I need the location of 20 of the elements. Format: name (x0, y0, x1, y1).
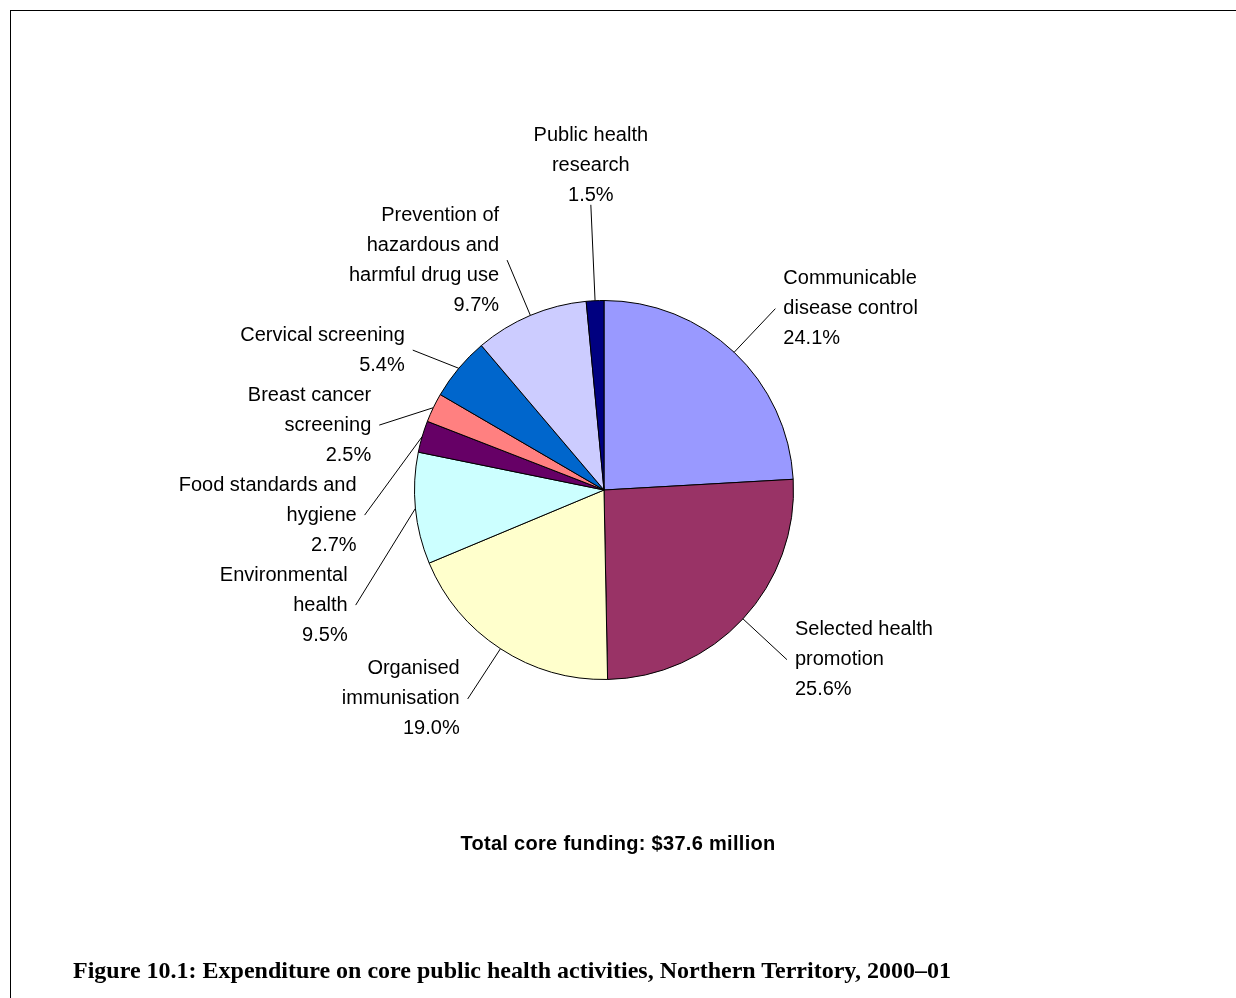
text: Total core funding: $37.6 million (459, 832, 777, 855)
slice-label: Food standards and hygiene (178, 472, 357, 525)
data-label: 1.5% (568, 183, 614, 206)
slice-label: Environmental health (219, 562, 348, 615)
slice-label: Public health research (533, 123, 649, 176)
data-label: 9.7% (453, 292, 500, 315)
slice-label: Breast cancer screening (247, 382, 372, 435)
slice-label: Cervical screening (240, 322, 405, 345)
text: Figure 10.1: Expenditure on core public health activities, Northern Territory, 2000–01 (73, 957, 951, 984)
data-label: 19.0% (402, 716, 460, 739)
data-label: 24.1% (783, 326, 841, 349)
slice-label: Communicable disease control (783, 266, 918, 319)
slice-label: Prevention of hazardous and harmful drug use (349, 202, 500, 285)
data-label: 9.5% (302, 622, 348, 645)
slice-label: Organised immunisation (341, 656, 460, 709)
data-label: 25.6% (794, 677, 852, 700)
slice-label: Selected health promotion (794, 617, 933, 670)
data-label: 5.4% (359, 352, 405, 375)
data-label: 2.7% (311, 532, 357, 555)
data-label: 2.5% (325, 442, 372, 465)
